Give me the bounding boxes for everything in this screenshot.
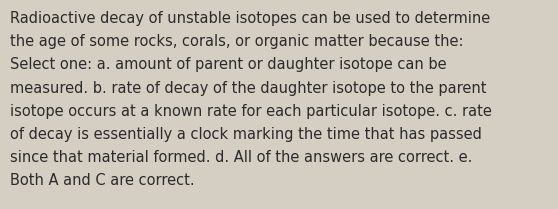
Text: isotope occurs at a known rate for each particular isotope. c. rate: isotope occurs at a known rate for each … — [10, 104, 492, 119]
Text: measured. b. rate of decay of the daughter isotope to the parent: measured. b. rate of decay of the daught… — [10, 81, 487, 96]
Text: Radioactive decay of unstable isotopes can be used to determine: Radioactive decay of unstable isotopes c… — [10, 11, 490, 26]
Text: of decay is essentially a clock marking the time that has passed: of decay is essentially a clock marking … — [10, 127, 482, 142]
Text: since that material formed. d. All of the answers are correct. e.: since that material formed. d. All of th… — [10, 150, 473, 165]
Text: the age of some rocks, corals, or organic matter because the:: the age of some rocks, corals, or organi… — [10, 34, 464, 49]
Text: Select one: a. amount of parent or daughter isotope can be: Select one: a. amount of parent or daugh… — [10, 57, 446, 72]
Text: Both A and C are correct.: Both A and C are correct. — [10, 173, 195, 188]
